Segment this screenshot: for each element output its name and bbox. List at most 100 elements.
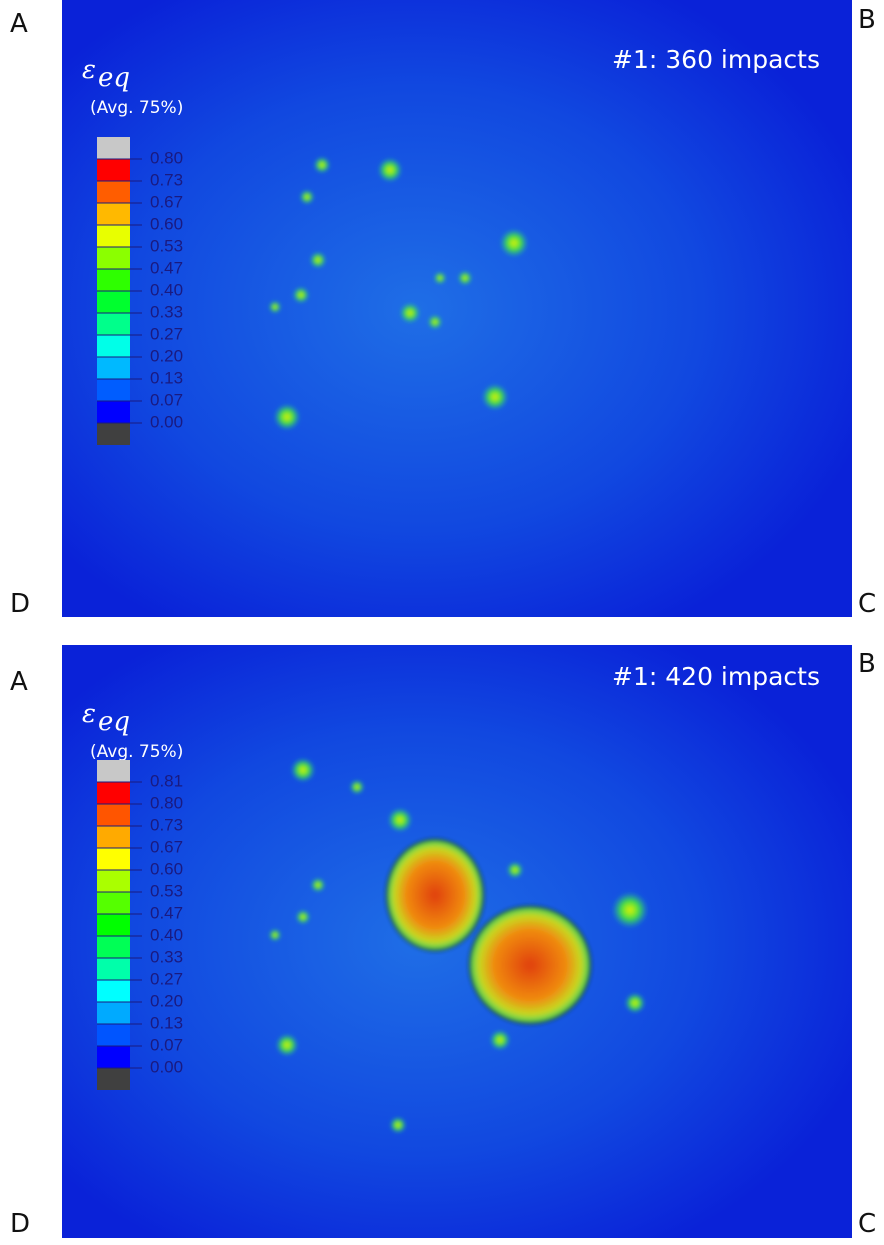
swatch — [97, 870, 130, 892]
hotspot — [390, 1117, 406, 1133]
swatch — [97, 1024, 130, 1046]
legend-label: 0.40 — [150, 280, 183, 299]
hotspot — [378, 158, 402, 182]
damage-zone — [469, 906, 591, 1024]
hotspot — [269, 301, 281, 313]
legend-label: 0.60 — [150, 214, 183, 233]
hotspot — [482, 384, 508, 410]
corner-label: D — [10, 1209, 30, 1239]
legend-label: 0.13 — [150, 368, 183, 387]
swatch — [97, 291, 130, 313]
hotspot — [291, 758, 315, 782]
hotspot — [625, 993, 645, 1013]
swatch — [97, 423, 130, 445]
legend-label: 0.00 — [150, 1057, 183, 1076]
hotspot — [296, 910, 310, 924]
legend-label: 0.80 — [150, 793, 183, 812]
legend-label: 0.73 — [150, 170, 183, 189]
hotspot — [274, 404, 300, 430]
swatch — [97, 782, 130, 804]
swatch — [97, 980, 130, 1002]
legend-label: 0.27 — [150, 969, 183, 988]
swatch — [97, 225, 130, 247]
swatch — [97, 1002, 130, 1024]
corner-label: B — [858, 5, 876, 35]
legend-label: 0.13 — [150, 1013, 183, 1032]
hotspot — [388, 808, 412, 832]
swatch — [97, 203, 130, 225]
legend-label: 0.47 — [150, 903, 183, 922]
legend-note: (Avg. 75%) — [90, 742, 183, 762]
legend-label: 0.33 — [150, 947, 183, 966]
damage-zone — [386, 839, 484, 951]
corner-label: B — [858, 649, 876, 679]
legend-label: 0.80 — [150, 148, 183, 167]
hotspot — [269, 929, 281, 941]
swatch — [97, 247, 130, 269]
panel-title: #1: 420 impacts — [612, 662, 820, 691]
hotspots — [269, 157, 528, 430]
legend-label: 0.07 — [150, 1035, 183, 1054]
swatch — [97, 159, 130, 181]
panel-title: #1: 360 impacts — [612, 45, 820, 74]
hotspot — [350, 780, 364, 794]
legend-label: 0.73 — [150, 815, 183, 834]
hotspot — [311, 878, 325, 892]
corner-label: C — [858, 1209, 876, 1239]
swatch — [97, 401, 130, 423]
corner-label: D — [10, 589, 30, 619]
hotspot — [314, 157, 330, 173]
swatch — [97, 181, 130, 203]
panel: A B C D #1: 420 impacts ε eq (Avg. 75%) 0.81 0.80… — [10, 645, 876, 1239]
hotspot — [500, 229, 528, 257]
legend-label: 0.00 — [150, 412, 183, 431]
legend-label: 0.60 — [150, 859, 183, 878]
strain-map — [62, 0, 852, 617]
swatch — [97, 804, 130, 826]
swatch — [97, 892, 130, 914]
legend-label: 0.67 — [150, 837, 183, 856]
hotspot — [310, 252, 326, 268]
hotspot — [458, 271, 472, 285]
swatch — [97, 848, 130, 870]
corner-label: A — [10, 9, 28, 39]
swatch — [97, 914, 130, 936]
swatch — [97, 958, 130, 980]
hotspot — [400, 303, 420, 323]
legend-label: 0.81 — [150, 771, 183, 790]
hotspot — [276, 1034, 298, 1056]
hotspot — [507, 862, 523, 878]
legend-label: 0.53 — [150, 236, 183, 255]
legend-symbol: ε — [82, 699, 96, 729]
legend-label: 0.27 — [150, 324, 183, 343]
hotspot — [490, 1030, 510, 1050]
hotspots — [269, 758, 648, 1133]
hotspot — [434, 272, 446, 284]
hotspot — [612, 892, 648, 928]
legend-symbol: ε — [82, 55, 96, 85]
swatch — [97, 269, 130, 291]
swatch — [97, 137, 130, 159]
swatch — [97, 1046, 130, 1068]
hotspot — [428, 315, 442, 329]
swatch — [97, 335, 130, 357]
legend-label: 0.20 — [150, 991, 183, 1010]
corner-label: A — [10, 667, 28, 697]
legend-label: 0.47 — [150, 258, 183, 277]
legend-label: 0.20 — [150, 346, 183, 365]
legend-label: 0.40 — [150, 925, 183, 944]
legend-note: (Avg. 75%) — [90, 98, 183, 118]
swatch — [97, 760, 130, 782]
legend-label: 0.53 — [150, 881, 183, 900]
legend-subscript: eq — [98, 63, 130, 93]
legend-label: 0.33 — [150, 302, 183, 321]
legend-label: 0.07 — [150, 390, 183, 409]
hotspot — [300, 190, 314, 204]
swatch — [97, 379, 130, 401]
panel: A B C D #1: 360 impacts ε eq (Avg. 75%) 0.80 0.73… — [10, 0, 876, 619]
swatch — [97, 826, 130, 848]
hotspot — [293, 287, 309, 303]
corner-label: C — [858, 589, 876, 619]
swatch — [97, 357, 130, 379]
